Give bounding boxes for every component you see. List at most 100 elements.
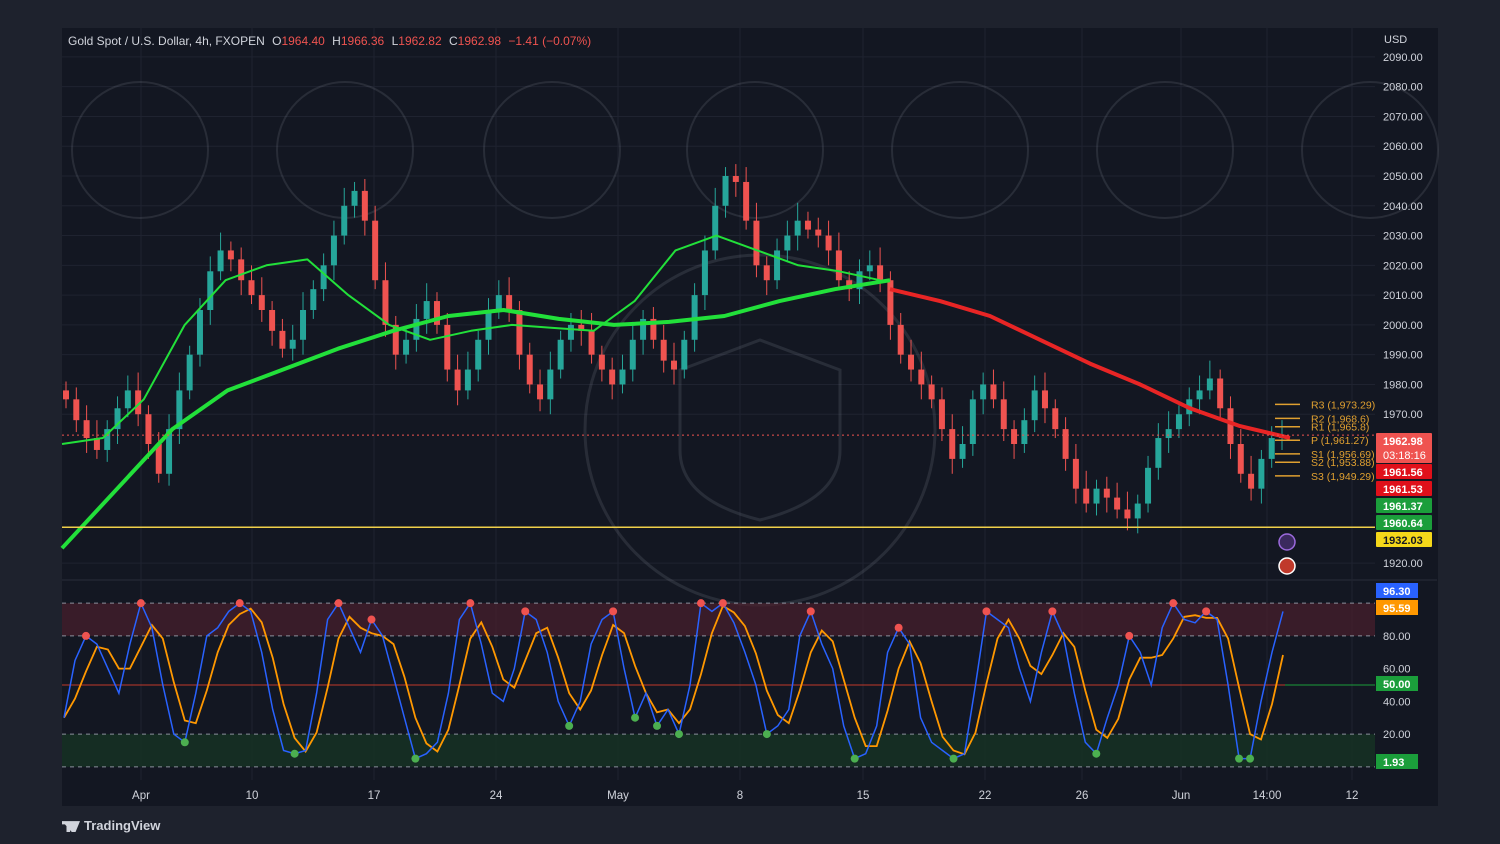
tradingview-brand[interactable]: TradingView: [62, 818, 160, 833]
candle-body: [671, 360, 677, 370]
high-value: 1966.36: [340, 34, 385, 48]
symbol-title[interactable]: Gold Spot / U.S. Dollar, 4h, FXOPEN: [68, 34, 265, 48]
candle-body: [743, 181, 750, 221]
price-tag-box: [1376, 498, 1432, 513]
stoch-cross-down-dot: [235, 599, 244, 608]
candle-body: [63, 390, 69, 400]
price-axis-tick: 2010.00: [1383, 290, 1423, 302]
candle-body: [866, 265, 873, 272]
candle-body: [289, 339, 296, 349]
watermark-shield-icon: [678, 338, 842, 522]
price-axis-tick: 2020.00: [1383, 260, 1423, 272]
stoch-tag-value: 50.00: [1383, 679, 1411, 691]
candle-body: [135, 390, 142, 415]
stoch-axis-tick: 40.00: [1383, 696, 1411, 708]
candle-body: [980, 384, 987, 400]
lightning-event-icon: [1278, 533, 1296, 551]
candle-body: [784, 235, 791, 251]
stoch-tag-box: [1376, 676, 1418, 691]
candle-body: [495, 295, 502, 310]
pivot-level-label: S1 (1,956.69): [1311, 449, 1375, 461]
watermark-seal: [891, 81, 1029, 219]
candle-body: [1083, 488, 1090, 504]
watermark-seal: [686, 81, 824, 219]
candle-body: [104, 429, 111, 450]
price-axis-tick: 1980.00: [1383, 379, 1423, 391]
stoch-tag-box: [1376, 583, 1418, 598]
low-label: L: [391, 34, 399, 48]
candle-body: [660, 339, 667, 361]
price-tag-value: 1961.56: [1383, 467, 1423, 479]
candle-body: [217, 250, 224, 272]
price-tag-value: 1961.37: [1383, 501, 1423, 513]
candle-body: [990, 384, 997, 400]
candle-body: [1103, 488, 1110, 498]
currency-label[interactable]: USD: [1384, 34, 1408, 46]
stoch-cross-down-dot: [718, 599, 727, 608]
candle-body: [1175, 414, 1182, 430]
candle-body: [207, 271, 214, 310]
stoch-tag-box: [1376, 754, 1418, 769]
candle-body: [1134, 503, 1141, 519]
stoch-cross-down-dot: [806, 607, 815, 616]
price-tag-value: 1932.03: [1383, 535, 1423, 547]
stoch-cross-up-dot: [411, 754, 420, 763]
candle-body: [310, 289, 317, 310]
candle-body: [1124, 509, 1131, 519]
oversold-zone: [62, 734, 1375, 767]
candle-body: [1196, 390, 1203, 400]
candle-body: [1093, 488, 1100, 504]
candle-body: [444, 324, 451, 370]
stoch-cross-up-dot: [290, 749, 299, 758]
time-axis-tick: 24: [490, 790, 503, 802]
time-axis-tick: 12: [1346, 790, 1359, 802]
candle-body: [1217, 378, 1224, 409]
candle-body: [1072, 458, 1079, 489]
brand-label: TradingView: [84, 818, 161, 833]
stoch-axis-tick: 80.00: [1383, 631, 1411, 643]
time-axis-tick: 15: [857, 790, 870, 802]
stoch-tag-value: 95.59: [1383, 603, 1411, 615]
candle-body: [341, 205, 348, 236]
candle-body: [166, 429, 173, 474]
time-axis-tick: May: [607, 790, 629, 802]
stoch-cross-up-dot: [762, 730, 771, 739]
stoch-cross-down-dot: [1125, 631, 1134, 640]
candle-body: [629, 339, 636, 370]
candle-body: [877, 265, 884, 281]
price-tag-value: 1962.98: [1383, 436, 1423, 448]
candle-body: [1062, 429, 1069, 459]
candle-body: [361, 190, 368, 221]
candle-body: [1227, 408, 1234, 444]
candle-body: [382, 280, 389, 325]
change-value: −1.41 (−0.07%): [508, 34, 592, 48]
candle-body: [588, 330, 595, 355]
candle-body: [835, 250, 842, 281]
candle-body: [949, 429, 956, 459]
candle-body: [537, 384, 544, 400]
stoch-cross-down-dot: [982, 607, 991, 616]
stoch-cross-down-dot: [1169, 599, 1178, 608]
candle-body: [804, 220, 811, 230]
pivot-level-label: R2 (1,968.6): [1311, 413, 1369, 425]
open-value: 1964.40: [281, 34, 325, 48]
time-axis-tick: 17: [368, 790, 381, 802]
stoch-cross-up-dot: [180, 738, 189, 747]
price-axis-tick: 2070.00: [1383, 111, 1423, 123]
pivot-level-label: P (1,961.27): [1311, 435, 1369, 447]
candle-body: [403, 339, 410, 355]
price-axis-tick: 1970.00: [1383, 409, 1423, 421]
watermark-seal: [71, 81, 209, 219]
candle-body: [1114, 497, 1121, 510]
price-axis-tick: 2050.00: [1383, 171, 1423, 183]
stoch-cross-down-dot: [81, 631, 90, 640]
stoch-cross-down-dot: [1202, 607, 1211, 616]
candle-body: [423, 301, 430, 319]
candle-body: [330, 235, 337, 266]
time-axis-tick: 8: [737, 790, 743, 802]
candle-body: [454, 369, 461, 391]
price-axis-tick: 1920.00: [1383, 558, 1423, 570]
watermark-seal: [483, 81, 621, 219]
